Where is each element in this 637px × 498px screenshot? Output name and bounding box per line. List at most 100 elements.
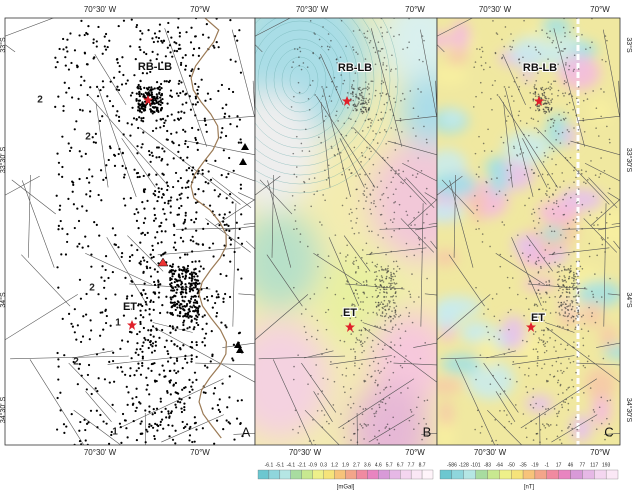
event (363, 190, 366, 192)
event (508, 328, 510, 331)
event (558, 113, 560, 116)
event (372, 46, 375, 49)
event (525, 427, 527, 430)
event (368, 172, 371, 175)
event (168, 44, 172, 47)
event (548, 296, 551, 299)
event (152, 300, 155, 304)
event (510, 177, 512, 179)
event (134, 351, 137, 354)
event (65, 91, 68, 94)
event (385, 296, 388, 298)
event (129, 367, 132, 370)
event (149, 88, 153, 91)
event (189, 239, 192, 242)
event (360, 89, 362, 92)
event (175, 357, 179, 360)
event (154, 344, 158, 347)
event (529, 254, 531, 256)
event (569, 361, 572, 364)
event (323, 414, 326, 416)
event (95, 223, 98, 226)
event (166, 102, 169, 105)
event (176, 326, 179, 329)
event (142, 174, 145, 178)
event (62, 109, 65, 112)
event (190, 295, 193, 298)
event (386, 92, 388, 95)
event (181, 272, 184, 275)
event (117, 24, 120, 28)
event (139, 348, 142, 351)
event (232, 359, 235, 362)
event (383, 299, 386, 302)
event (196, 92, 199, 95)
event (382, 269, 385, 271)
event (169, 94, 172, 97)
volcano (234, 341, 242, 348)
fault (259, 179, 293, 215)
event (382, 117, 384, 120)
event (508, 86, 510, 88)
event (106, 45, 109, 49)
event (182, 323, 185, 327)
event (539, 429, 542, 431)
event (316, 329, 319, 332)
event (85, 176, 89, 180)
event (329, 277, 332, 279)
event (607, 237, 609, 239)
event (347, 404, 349, 406)
event (61, 175, 64, 178)
event (384, 309, 387, 312)
event (423, 417, 425, 420)
event (201, 315, 204, 318)
event (193, 268, 196, 271)
event (167, 21, 170, 25)
event (153, 102, 156, 105)
event (162, 193, 165, 196)
event (179, 156, 182, 159)
event (569, 303, 572, 305)
event (164, 407, 167, 410)
event (369, 193, 371, 195)
colorbar-cell (463, 469, 476, 480)
event (201, 341, 204, 344)
right-axis-label: 34°S (625, 292, 633, 308)
fault (5, 18, 55, 37)
event (591, 290, 593, 293)
event (535, 30, 537, 32)
event (138, 110, 142, 113)
event (347, 420, 350, 422)
event (178, 35, 181, 38)
event (387, 265, 390, 267)
event (537, 72, 539, 74)
event (88, 168, 91, 171)
event (143, 207, 146, 210)
event (370, 212, 372, 215)
event (193, 371, 197, 374)
event (160, 196, 164, 199)
event (170, 196, 173, 199)
event (116, 110, 119, 113)
event (145, 428, 148, 431)
event (173, 119, 176, 122)
event (164, 375, 167, 378)
event (170, 286, 174, 289)
event (360, 110, 363, 113)
event (368, 98, 371, 100)
event (133, 212, 136, 216)
event (339, 56, 342, 59)
event (543, 91, 546, 94)
event (391, 54, 393, 57)
event (528, 134, 530, 137)
zone-number: 2 (37, 95, 43, 106)
event (88, 181, 91, 184)
event (159, 400, 162, 403)
event (549, 126, 552, 129)
event (381, 312, 384, 314)
event (483, 150, 486, 152)
event (382, 237, 384, 239)
event (386, 156, 389, 159)
event (346, 254, 349, 256)
event (335, 88, 338, 91)
